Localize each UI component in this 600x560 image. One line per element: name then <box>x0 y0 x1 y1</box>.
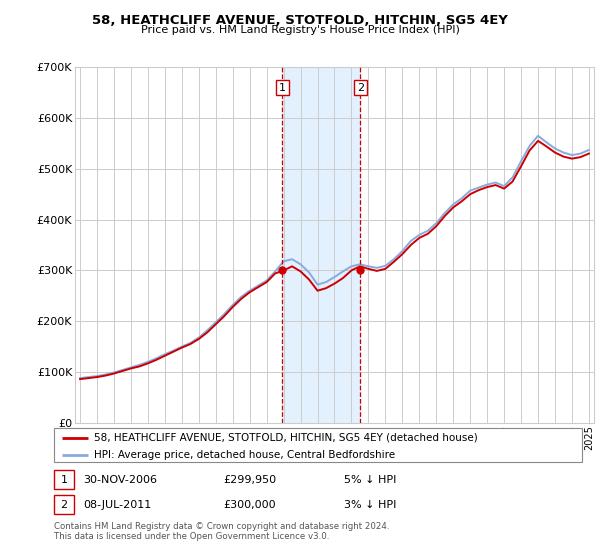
Text: 2: 2 <box>61 500 68 510</box>
Text: £300,000: £300,000 <box>223 500 275 510</box>
Text: 3% ↓ HPI: 3% ↓ HPI <box>344 500 397 510</box>
Text: 08-JUL-2011: 08-JUL-2011 <box>83 500 151 510</box>
Text: 30-NOV-2006: 30-NOV-2006 <box>83 475 157 485</box>
Text: HPI: Average price, detached house, Central Bedfordshire: HPI: Average price, detached house, Cent… <box>94 450 395 460</box>
Text: 58, HEATHCLIFF AVENUE, STOTFOLD, HITCHIN, SG5 4EY: 58, HEATHCLIFF AVENUE, STOTFOLD, HITCHIN… <box>92 14 508 27</box>
FancyBboxPatch shape <box>54 496 74 515</box>
Text: 2: 2 <box>357 82 364 92</box>
Text: £299,950: £299,950 <box>223 475 276 485</box>
Text: 58, HEATHCLIFF AVENUE, STOTFOLD, HITCHIN, SG5 4EY (detached house): 58, HEATHCLIFF AVENUE, STOTFOLD, HITCHIN… <box>94 433 478 443</box>
FancyBboxPatch shape <box>54 428 582 462</box>
Text: 5% ↓ HPI: 5% ↓ HPI <box>344 475 397 485</box>
Text: 1: 1 <box>61 475 68 485</box>
Text: Price paid vs. HM Land Registry's House Price Index (HPI): Price paid vs. HM Land Registry's House … <box>140 25 460 35</box>
Text: 1: 1 <box>279 82 286 92</box>
Bar <box>282 67 360 423</box>
FancyBboxPatch shape <box>54 470 74 489</box>
Text: Contains HM Land Registry data © Crown copyright and database right 2024.
This d: Contains HM Land Registry data © Crown c… <box>54 522 389 542</box>
